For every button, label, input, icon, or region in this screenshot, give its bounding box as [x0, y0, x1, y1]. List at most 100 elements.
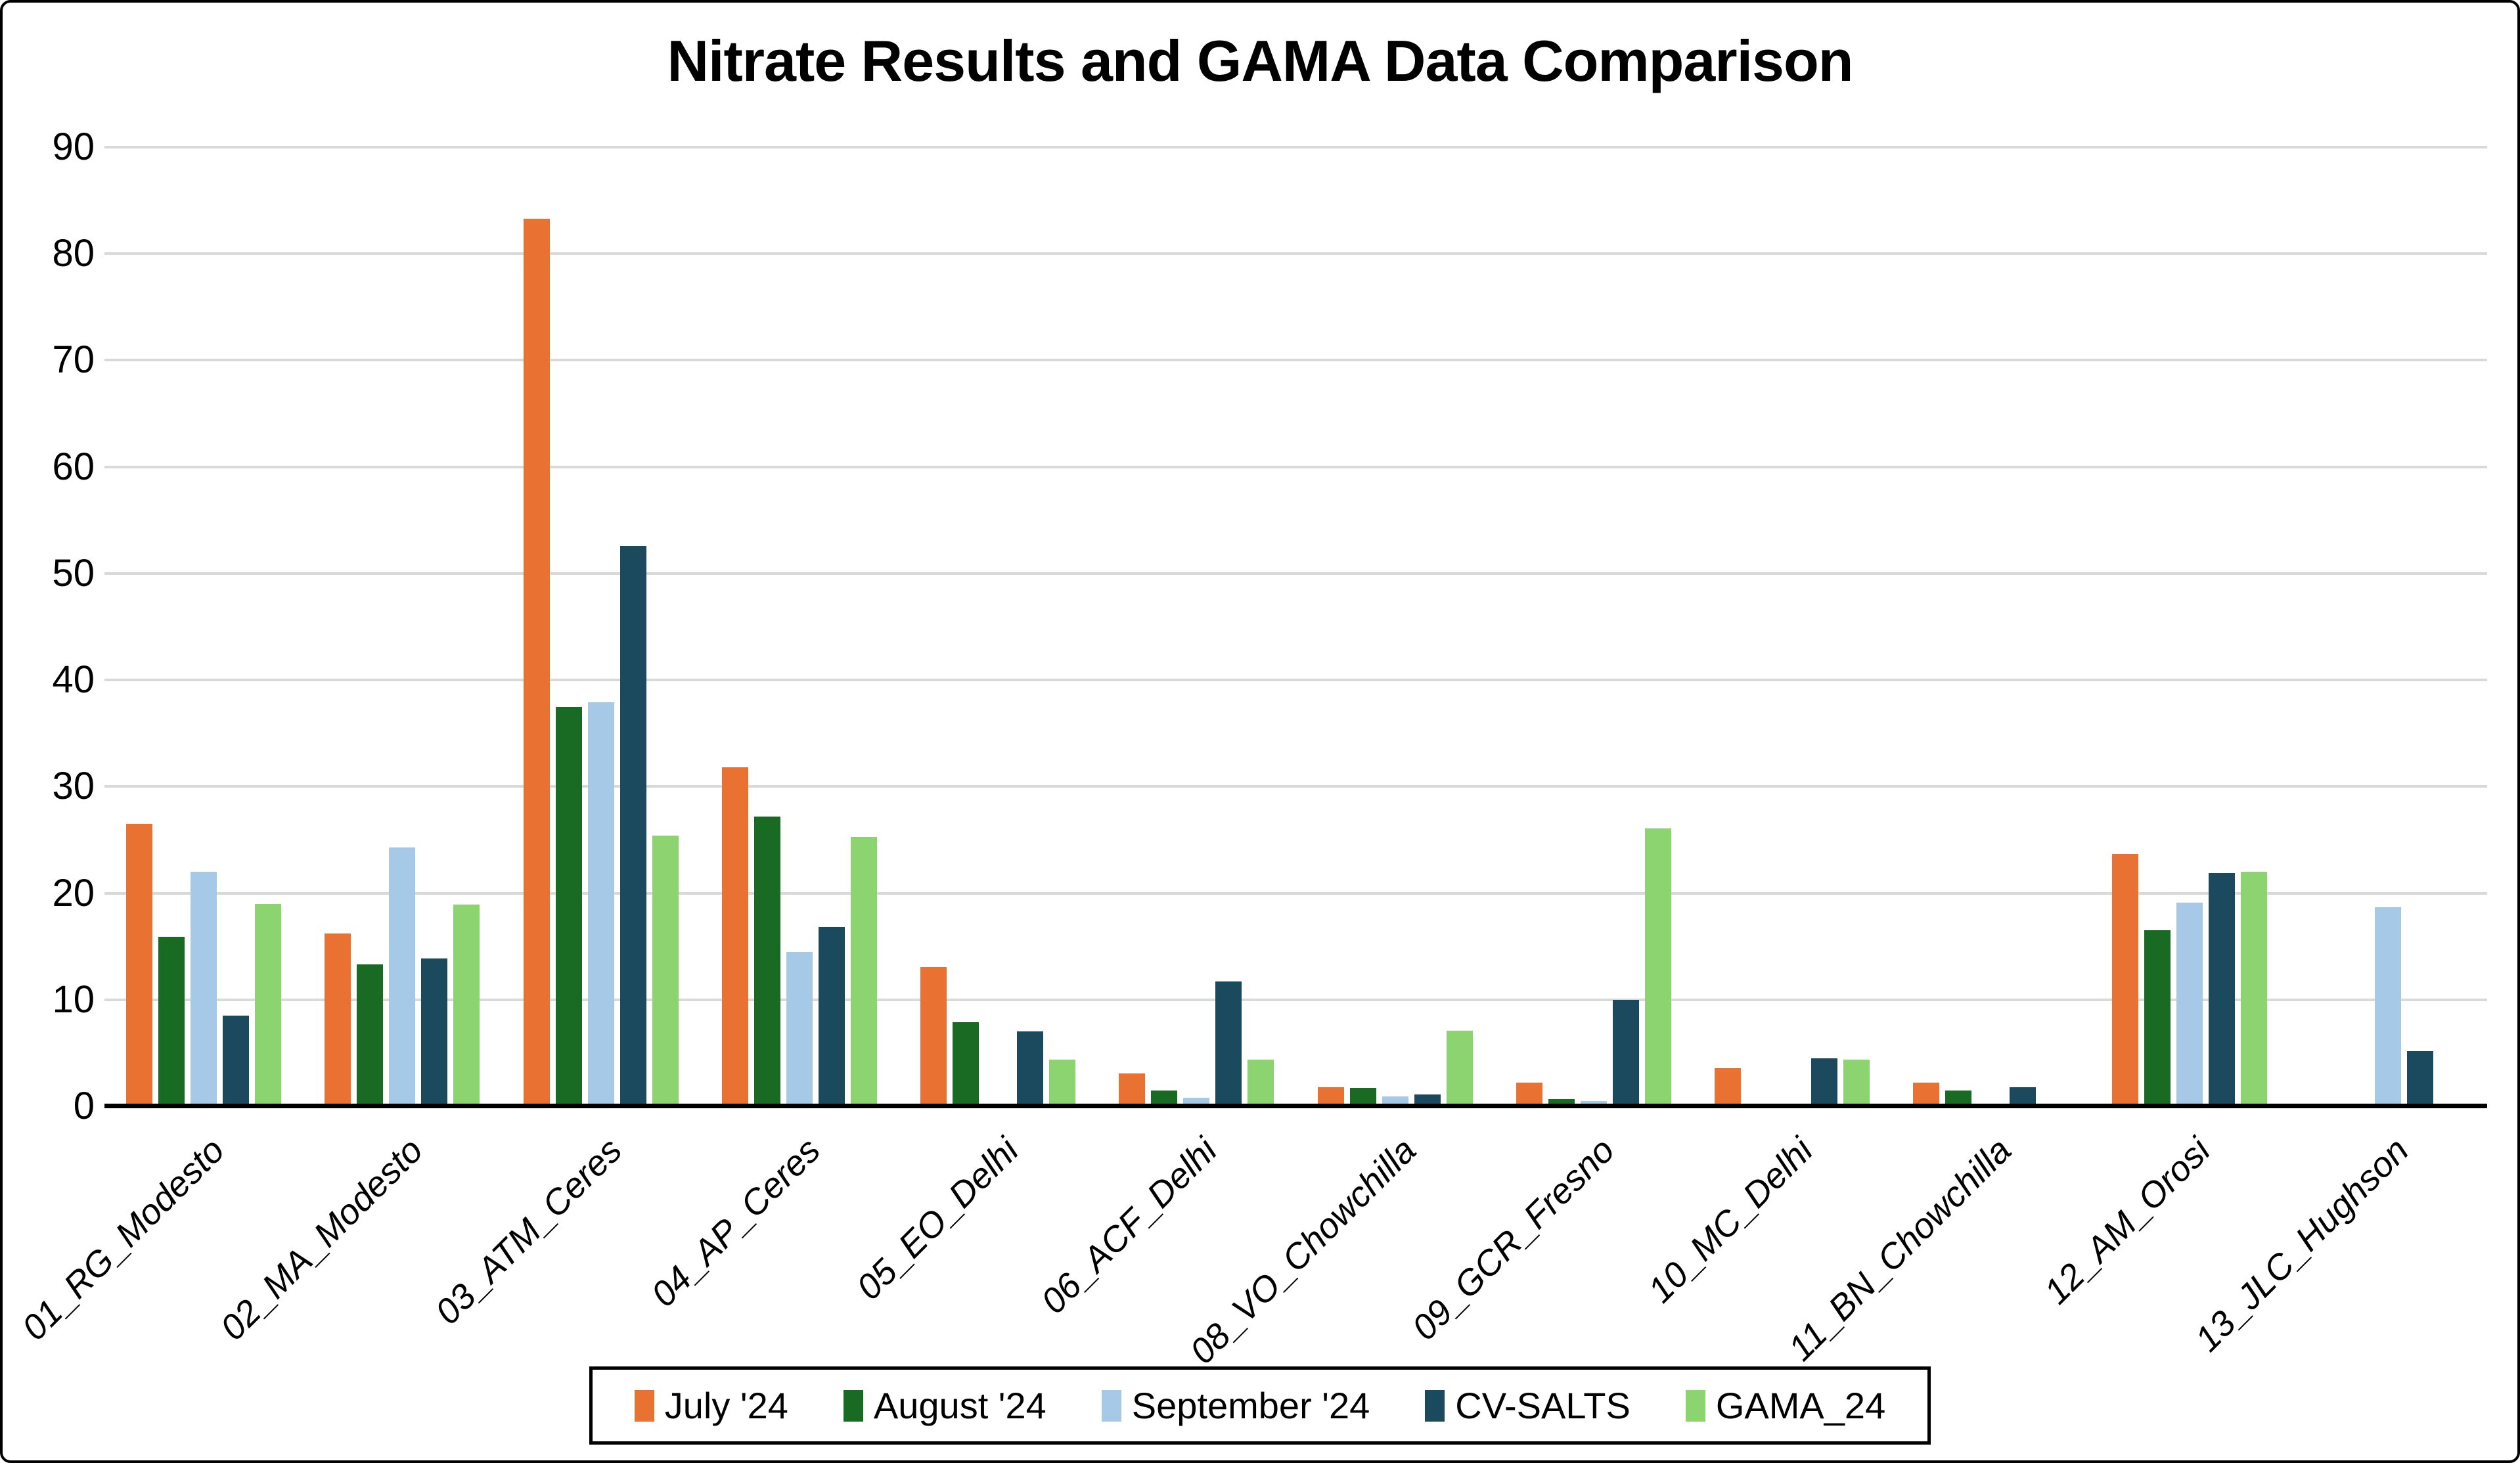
legend: July '24 August '24 September '24 CV-SALTS G… [3, 1366, 2517, 1445]
legend-swatch-July '24 [634, 1389, 654, 1422]
legend-label: CV-SALTS [1455, 1385, 1631, 1426]
x-axis-label-02_MA_Modesto: 02_MA_Modesto [213, 1130, 431, 1348]
x-axis-label-06_ACF_Delhi: 06_ACF_Delhi [1033, 1130, 1225, 1322]
bar-GAMA_24-05_EO_Delhi [1049, 1059, 1076, 1106]
legend-label: August '24 [873, 1385, 1046, 1426]
legend-item-CV-SALTS: CV-SALTS [1425, 1384, 1631, 1427]
bar-August '24-02_MA_Modesto [357, 964, 384, 1106]
bar-July '24-12_AM_Orosi [2111, 853, 2138, 1106]
bar-GAMA_24-03_ATM_Ceres [652, 835, 679, 1106]
y-tick-label-30: 30 [52, 765, 95, 808]
legend-item-September '24: September '24 [1101, 1384, 1370, 1427]
bar-group-04_AP_Ceres [700, 147, 899, 1106]
bar-September '24-02_MA_Modesto [389, 847, 416, 1106]
bar-August '24-09_GCR_Fresno [1548, 1098, 1575, 1106]
bar-July '24-04_AP_Ceres [721, 767, 748, 1106]
bar-CV-SALTS-03_ATM_Ceres [619, 545, 646, 1106]
legend-item-August '24: August '24 [843, 1384, 1046, 1427]
y-tick-label-50: 50 [52, 551, 95, 595]
y-tick-label-90: 90 [52, 125, 95, 168]
bar-September '24-09_GCR_Fresno [1580, 1100, 1607, 1106]
bar-July '24-11_BN_Chowchilla [1913, 1083, 1940, 1106]
y-tick-label-60: 60 [52, 445, 95, 488]
gridline-40 [104, 679, 2487, 682]
legend-swatch-September '24 [1101, 1389, 1121, 1422]
x-axis-label-08_VO_Chowchilla: 08_VO_Chowchilla [1182, 1130, 1424, 1372]
bar-September '24-03_ATM_Ceres [587, 702, 614, 1106]
gridline-20 [104, 891, 2487, 895]
gridline-70 [104, 359, 2487, 362]
bar-CV-SALTS-12_AM_Orosi [2208, 872, 2235, 1106]
bar-group-03_ATM_Ceres [502, 147, 700, 1106]
plot-area: 0 10 20 30 40 50 60 70 80 90 01_RG_Modesto 02_MA_M… [14, 128, 2487, 1372]
bar-group-09_GCR_Fresno [1495, 147, 1693, 1106]
y-tick-label-10: 10 [52, 978, 95, 1021]
bar-CV-SALTS-11_BN_Chowchilla [2010, 1087, 2036, 1106]
bar-group-12_AM_Orosi [2090, 147, 2289, 1106]
gridline-10 [104, 998, 2487, 1001]
bar-CV-SALTS-05_EO_Delhi [1017, 1031, 1044, 1106]
x-axis-label-10_MC_Delhi: 10_MC_Delhi [1640, 1130, 1821, 1311]
bar-group-05_EO_Delhi [899, 147, 1097, 1106]
bar-August '24-08_VO_Chowchilla [1349, 1088, 1376, 1106]
bar-group-08_VO_Chowchilla [1296, 147, 1495, 1106]
bar-group-06_ACF_Delhi [1097, 147, 1295, 1106]
legend-swatch-CV-SALTS [1425, 1389, 1445, 1422]
x-axis-label-11_BN_Chowchilla: 11_BN_Chowchilla [1781, 1130, 2019, 1368]
bar-July '24-06_ACF_Delhi [1119, 1073, 1146, 1106]
y-tick-label-20: 20 [52, 871, 95, 914]
bar-August '24-06_ACF_Delhi [1151, 1090, 1178, 1106]
bar-group-10_MC_Delhi [1693, 147, 1891, 1106]
gridline-60 [104, 465, 2487, 468]
bar-CV-SALTS-02_MA_Modesto [421, 958, 448, 1106]
bar-group-01_RG_Modesto [104, 147, 303, 1106]
bar-CV-SALTS-10_MC_Delhi [1811, 1058, 1838, 1106]
y-tick-label-70: 70 [52, 338, 95, 382]
bar-September '24-12_AM_Orosi [2176, 903, 2203, 1106]
bar-July '24-05_EO_Delhi [920, 966, 947, 1106]
bar-July '24-09_GCR_Fresno [1516, 1083, 1542, 1106]
bar-August '24-11_BN_Chowchilla [1945, 1090, 1972, 1106]
bar-July '24-03_ATM_Ceres [523, 218, 550, 1106]
legend-box: July '24 August '24 September '24 CV-SALTS G… [589, 1366, 1931, 1445]
bars-layer [104, 147, 2487, 1106]
bar-August '24-05_EO_Delhi [953, 1022, 979, 1106]
bar-GAMA_24-01_RG_Modesto [255, 903, 282, 1106]
bar-group-11_BN_Chowchilla [1891, 147, 2090, 1106]
bar-August '24-04_AP_Ceres [754, 816, 780, 1106]
bar-July '24-10_MC_Delhi [1715, 1068, 1742, 1106]
bar-GAMA_24-10_MC_Delhi [1843, 1059, 1870, 1106]
x-axis-label-13_JLC_Hughson: 13_JLC_Hughson [2187, 1130, 2417, 1359]
bar-CV-SALTS-04_AP_Ceres [818, 927, 845, 1106]
bar-August '24-01_RG_Modesto [158, 937, 185, 1106]
bar-CV-SALTS-08_VO_Chowchilla [1414, 1094, 1441, 1106]
y-tick-label-0: 0 [73, 1085, 95, 1127]
bar-CV-SALTS-13_JLC_Hughson [2406, 1050, 2433, 1106]
gridline-30 [104, 785, 2487, 788]
gridline-90 [104, 146, 2487, 148]
y-tick-label-80: 80 [52, 232, 95, 275]
y-tick-label-40: 40 [52, 658, 95, 702]
x-axis-label-01_RG_Modesto: 01_RG_Modesto [14, 1130, 233, 1348]
legend-label: September '24 [1131, 1385, 1370, 1426]
chart-title: Nitrate Results and GAMA Data Comparison [667, 28, 1853, 93]
gridline-80 [104, 252, 2487, 256]
bar-July '24-08_VO_Chowchilla [1317, 1087, 1344, 1106]
bar-CV-SALTS-06_ACF_Delhi [1215, 981, 1242, 1106]
bar-September '24-01_RG_Modesto [191, 872, 217, 1106]
x-axis-label-12_AM_Orosi: 12_AM_Orosi [2036, 1130, 2218, 1312]
bar-August '24-03_ATM_Ceres [555, 706, 582, 1106]
bar-GAMA_24-06_ACF_Delhi [1248, 1059, 1274, 1106]
bar-group-02_MA_Modesto [303, 147, 501, 1106]
legend-swatch-GAMA_24 [1685, 1389, 1705, 1422]
bar-September '24-13_JLC_Hughson [2374, 907, 2401, 1106]
legend-label: July '24 [664, 1385, 788, 1426]
x-axis-label-05_EO_Delhi: 05_EO_Delhi [849, 1130, 1027, 1308]
bar-group-13_JLC_Hughson [2289, 147, 2487, 1106]
bar-GAMA_24-02_MA_Modesto [453, 905, 480, 1106]
bar-July '24-01_RG_Modesto [126, 824, 153, 1106]
x-axis-label-04_AP_Ceres: 04_AP_Ceres [643, 1130, 828, 1315]
legend-label: GAMA_24 [1715, 1385, 1886, 1426]
bar-August '24-12_AM_Orosi [2144, 930, 2171, 1106]
